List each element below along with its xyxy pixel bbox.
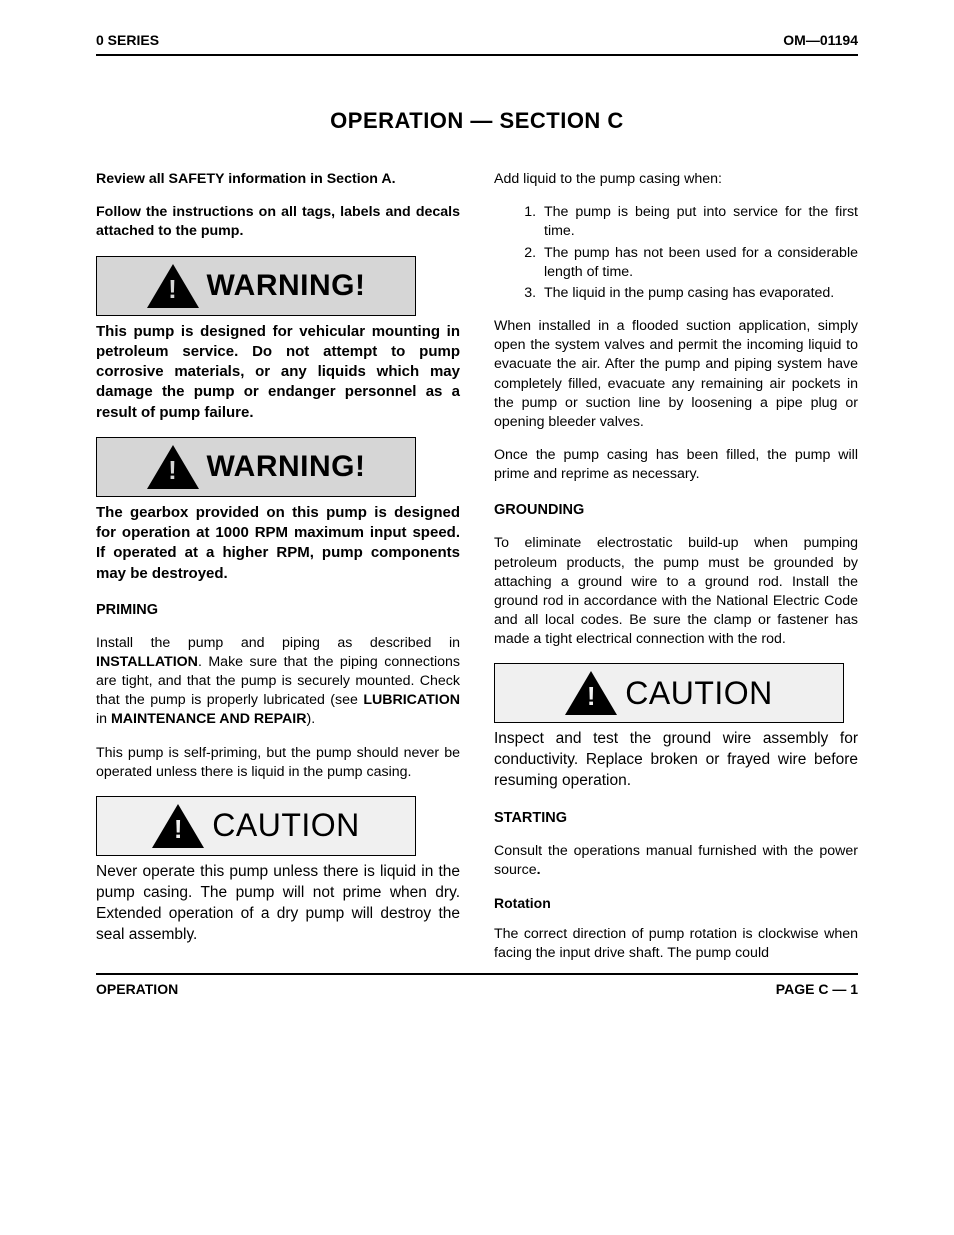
caution-1-body: Never operate this pump unless there is …	[96, 862, 460, 946]
page: 0 SERIES OM—01194 OPERATION — SECTION C …	[0, 0, 954, 1017]
caution-triangle-icon: !	[152, 804, 204, 848]
grounding-paragraph: To eliminate electrostatic build-up when…	[494, 534, 858, 649]
list-item: The pump is being put into service for t…	[540, 203, 858, 241]
text-run-bold: INSTALLATION	[96, 654, 198, 670]
priming-paragraph-2: This pump is self-priming, but the pump …	[96, 744, 460, 782]
page-footer: OPERATION PAGE C — 1	[96, 973, 858, 997]
prime-reprime-paragraph: Once the pump casing has been filled, th…	[494, 446, 858, 484]
caution-triangle-icon: !	[565, 671, 617, 715]
caution-1: ! CAUTION Never operate this pump unless…	[96, 796, 460, 946]
warning-2-body: The gearbox provided on this pump is des…	[96, 503, 460, 584]
footer-right: PAGE C — 1	[776, 981, 858, 997]
text-run: in	[96, 711, 111, 727]
header-right: OM—01194	[783, 32, 858, 48]
list-item: The pump has not been used for a conside…	[540, 244, 858, 282]
header-left: 0 SERIES	[96, 32, 159, 48]
caution-2: ! CAUTION Inspect and test the ground wi…	[494, 663, 858, 792]
grounding-heading: GROUNDING	[494, 502, 858, 518]
page-title: OPERATION — SECTION C	[96, 108, 858, 134]
caution-box: ! CAUTION	[96, 796, 416, 856]
caution-2-body: Inspect and test the ground wire assembl…	[494, 729, 858, 792]
text-run: Install the pump and piping as described…	[96, 635, 460, 651]
two-column-body: Review all SAFETY information in Section…	[96, 170, 858, 963]
text-run: Consult the operations manual furnished …	[494, 843, 858, 878]
warning-box: ! WARNING!	[96, 437, 416, 497]
text-run-bold: MAINTENANCE AND REPAIR	[111, 711, 306, 727]
text-run-bold: .	[537, 862, 541, 878]
rotation-paragraph: The correct direction of pump rotation i…	[494, 925, 858, 963]
warning-2: ! WARNING! The gearbox provided on this …	[96, 437, 460, 584]
intro-safety: Review all SAFETY information in Section…	[96, 170, 460, 189]
caution-label: CAUTION	[625, 675, 773, 712]
warning-triangle-icon: !	[147, 264, 199, 308]
warning-label: WARNING!	[207, 450, 366, 484]
warning-label: WARNING!	[207, 269, 366, 303]
starting-heading: STARTING	[494, 810, 858, 826]
page-header: 0 SERIES OM—01194	[96, 32, 858, 56]
warning-1-body: This pump is designed for vehicular moun…	[96, 322, 460, 423]
caution-label: CAUTION	[212, 807, 360, 844]
add-liquid-intro: Add liquid to the pump casing when:	[494, 170, 858, 189]
add-liquid-list: The pump is being put into service for t…	[494, 203, 858, 303]
warning-box: ! WARNING!	[96, 256, 416, 316]
intro-tags: Follow the instructions on all tags, lab…	[96, 203, 460, 241]
warning-1: ! WARNING! This pump is designed for veh…	[96, 256, 460, 423]
starting-paragraph: Consult the operations manual furnished …	[494, 842, 858, 880]
footer-left: OPERATION	[96, 981, 178, 997]
priming-heading: PRIMING	[96, 602, 460, 618]
text-run-bold: LUBRICATION	[363, 692, 460, 708]
flooded-suction-paragraph: When installed in a flooded suction appl…	[494, 317, 858, 432]
warning-triangle-icon: !	[147, 445, 199, 489]
list-item: The liquid in the pump casing has evapor…	[540, 284, 858, 303]
text-run: ).	[306, 711, 315, 727]
rotation-heading: Rotation	[494, 895, 858, 911]
priming-paragraph-1: Install the pump and piping as described…	[96, 634, 460, 730]
caution-box: ! CAUTION	[494, 663, 844, 723]
